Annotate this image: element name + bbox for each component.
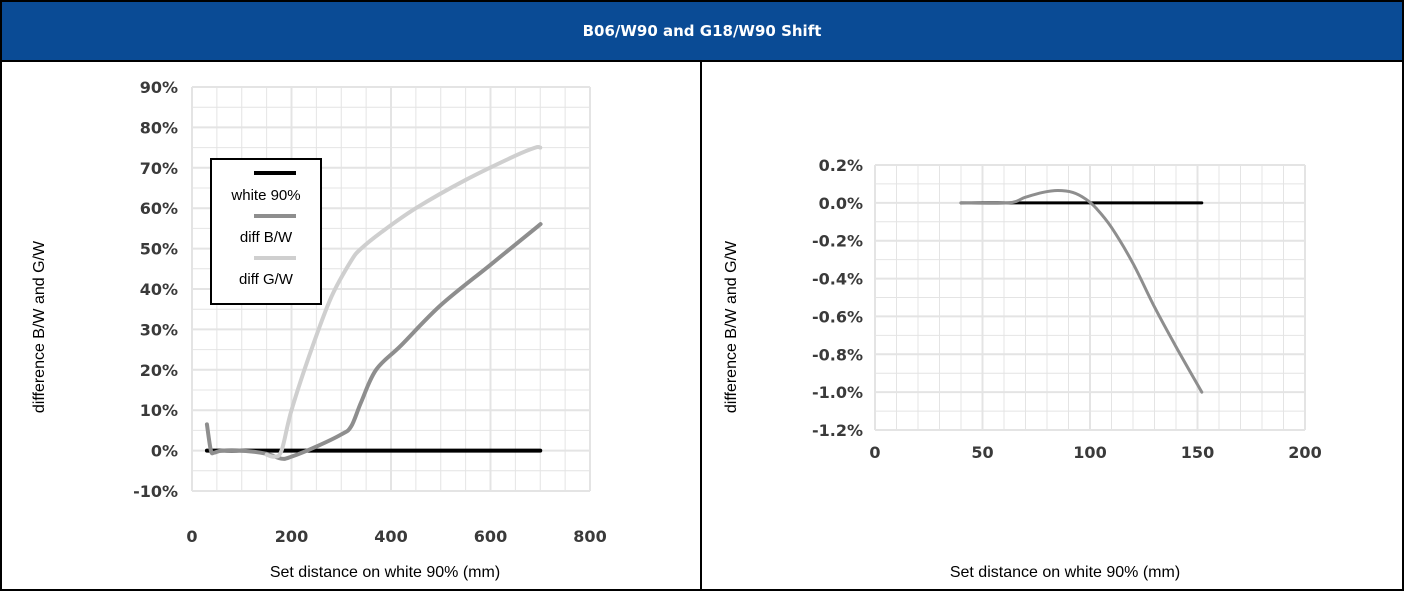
y-tick-label: -0.2% xyxy=(812,232,863,251)
left-y-axis-title: difference B/W and G/W xyxy=(31,240,48,413)
y-tick-label: -10% xyxy=(133,482,178,501)
right-y-tick-labels: -1.2% -1.0% -0.8% -0.6% -0.4% -0.2% 0.0% 0.2% xyxy=(812,156,863,440)
x-tick-label: 600 xyxy=(474,527,507,546)
y-tick-label: -0.4% xyxy=(812,270,863,289)
right-series xyxy=(959,189,1204,394)
chart-right: -1.2% -1.0% -0.8% -0.6% -0.4% -0.2% 0.0% 0.2% 0… xyxy=(723,156,1322,581)
y-tick-label: 0.0% xyxy=(819,194,863,213)
legend-box xyxy=(210,158,322,305)
legend-label-gw: diff G/W xyxy=(239,271,294,288)
legend: white 90% diff B/W diff G/W xyxy=(210,158,322,305)
left-grid xyxy=(191,86,591,492)
legend-label-white: white 90% xyxy=(230,187,300,204)
y-tick-label: 20% xyxy=(140,361,178,380)
right-grid xyxy=(874,164,1306,431)
y-tick-label: 70% xyxy=(140,159,178,178)
left-x-axis-title: Set distance on white 90% (mm) xyxy=(270,564,500,581)
x-tick-label: 150 xyxy=(1181,443,1214,462)
chart-header: B06/W90 and G18/W90 Shift xyxy=(2,2,1402,62)
y-tick-label: -1.2% xyxy=(812,421,863,440)
y-tick-label: 30% xyxy=(140,320,178,339)
right-x-axis-title: Set distance on white 90% (mm) xyxy=(950,564,1180,581)
panel-divider xyxy=(700,62,702,591)
legend-label-bw: diff B/W xyxy=(240,229,293,246)
y-tick-label: 90% xyxy=(140,78,178,97)
x-tick-label: 0 xyxy=(186,527,197,546)
chart-left: -10% 0% 10% 20% 30% 40% 50% 60% 70% 80% 90% 0 200 40… xyxy=(31,78,607,581)
chart-title: B06/W90 and G18/W90 Shift xyxy=(582,22,822,40)
left-series xyxy=(204,145,543,461)
y-tick-label: 0% xyxy=(151,442,178,461)
y-tick-label: 60% xyxy=(140,199,178,218)
series-line-2 xyxy=(264,145,543,459)
y-tick-label: 50% xyxy=(140,240,178,259)
y-tick-label: -1.0% xyxy=(812,383,863,402)
left-y-tick-labels: -10% 0% 10% 20% 30% 40% 50% 60% 70% 80% 90% xyxy=(133,78,178,501)
y-tick-label: 10% xyxy=(140,401,178,420)
y-tick-label: 40% xyxy=(140,280,178,299)
y-tick-label: -0.6% xyxy=(812,307,863,326)
series-line-1 xyxy=(959,189,1204,394)
left-x-tick-labels: 0 200 400 600 800 xyxy=(186,527,606,546)
y-tick-label: 0.2% xyxy=(819,156,863,175)
y-tick-label: 80% xyxy=(140,118,178,137)
right-y-axis-title: difference B/W and G/W xyxy=(723,240,740,413)
x-tick-label: 0 xyxy=(869,443,880,462)
x-tick-label: 800 xyxy=(573,527,606,546)
right-x-tick-labels: 0 50 100 150 200 xyxy=(869,443,1321,462)
x-tick-label: 200 xyxy=(275,527,308,546)
x-tick-label: 400 xyxy=(374,527,407,546)
y-tick-label: -0.8% xyxy=(812,345,863,364)
x-tick-label: 200 xyxy=(1288,443,1321,462)
x-tick-label: 50 xyxy=(971,443,993,462)
x-tick-label: 100 xyxy=(1073,443,1106,462)
series-line-1 xyxy=(204,222,543,461)
